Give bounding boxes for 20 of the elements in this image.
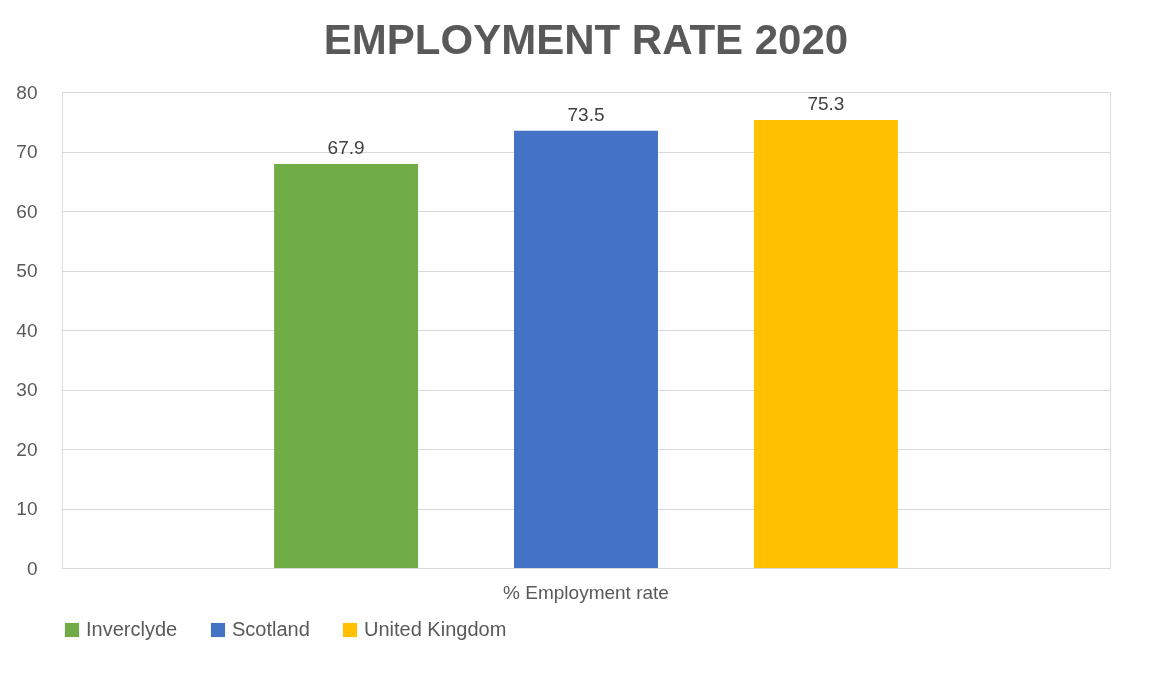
data-label: 73.5 (567, 103, 605, 125)
x-tick-label: % Employment rate (503, 581, 669, 603)
y-tick-label: 60 (16, 200, 38, 222)
bar (753, 119, 898, 568)
y-tick-label: 70 (16, 141, 38, 162)
data-label: 75.3 (807, 92, 845, 114)
data-label: 67.9 (327, 136, 365, 158)
legend-label: United Kingdom (364, 618, 507, 640)
legend-label: Scotland (232, 618, 310, 640)
y-tick-label: 0 (26, 557, 38, 579)
y-tick-label: 50 (16, 260, 38, 281)
chart-title: EMPLOYMENT RATE 2020 (323, 16, 849, 63)
y-tick-label: 20 (16, 438, 38, 460)
y-tick-label: 30 (16, 379, 38, 400)
bar (274, 163, 419, 568)
y-tick-label: 80 (16, 81, 38, 103)
bar (514, 130, 658, 568)
legend-label: Inverclyde (86, 618, 178, 640)
y-tick-label: 10 (16, 498, 38, 519)
y-tick-label: 40 (16, 319, 38, 341)
